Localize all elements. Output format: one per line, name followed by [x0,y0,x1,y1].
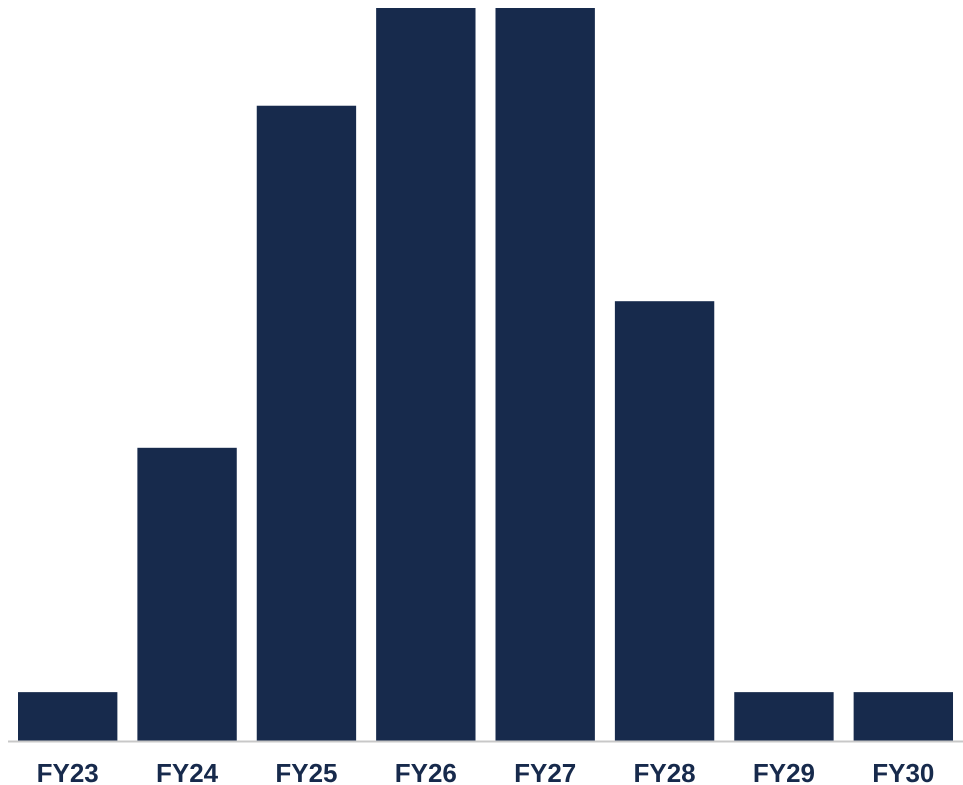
bar-fy28 [614,301,715,741]
x-tick-label-fy25: FY25 [275,758,337,785]
bar-fy29 [734,692,834,741]
bar-fy27 [495,8,595,741]
bar-fy30 [853,692,954,741]
tick-labels-group: FY23 FY24 FY25 FY26 FY27 FY28 FY29 FY30 [37,758,935,785]
x-tick-label-fy28: FY28 [633,758,695,785]
bar-fy25 [256,105,357,742]
x-tick-label-fy23: FY23 [37,758,99,785]
bars-group [18,8,954,742]
x-tick-label-fy29: FY29 [753,758,815,785]
x-tick-label-fy26: FY26 [395,758,457,785]
x-tick-label-fy24: FY24 [156,758,219,785]
x-tick-label-fy27: FY27 [514,758,576,785]
x-tick-label-fy30: FY30 [872,758,934,785]
bar-fy26 [376,8,476,741]
bar-fy23 [18,692,118,741]
bar-fy24 [137,447,237,741]
